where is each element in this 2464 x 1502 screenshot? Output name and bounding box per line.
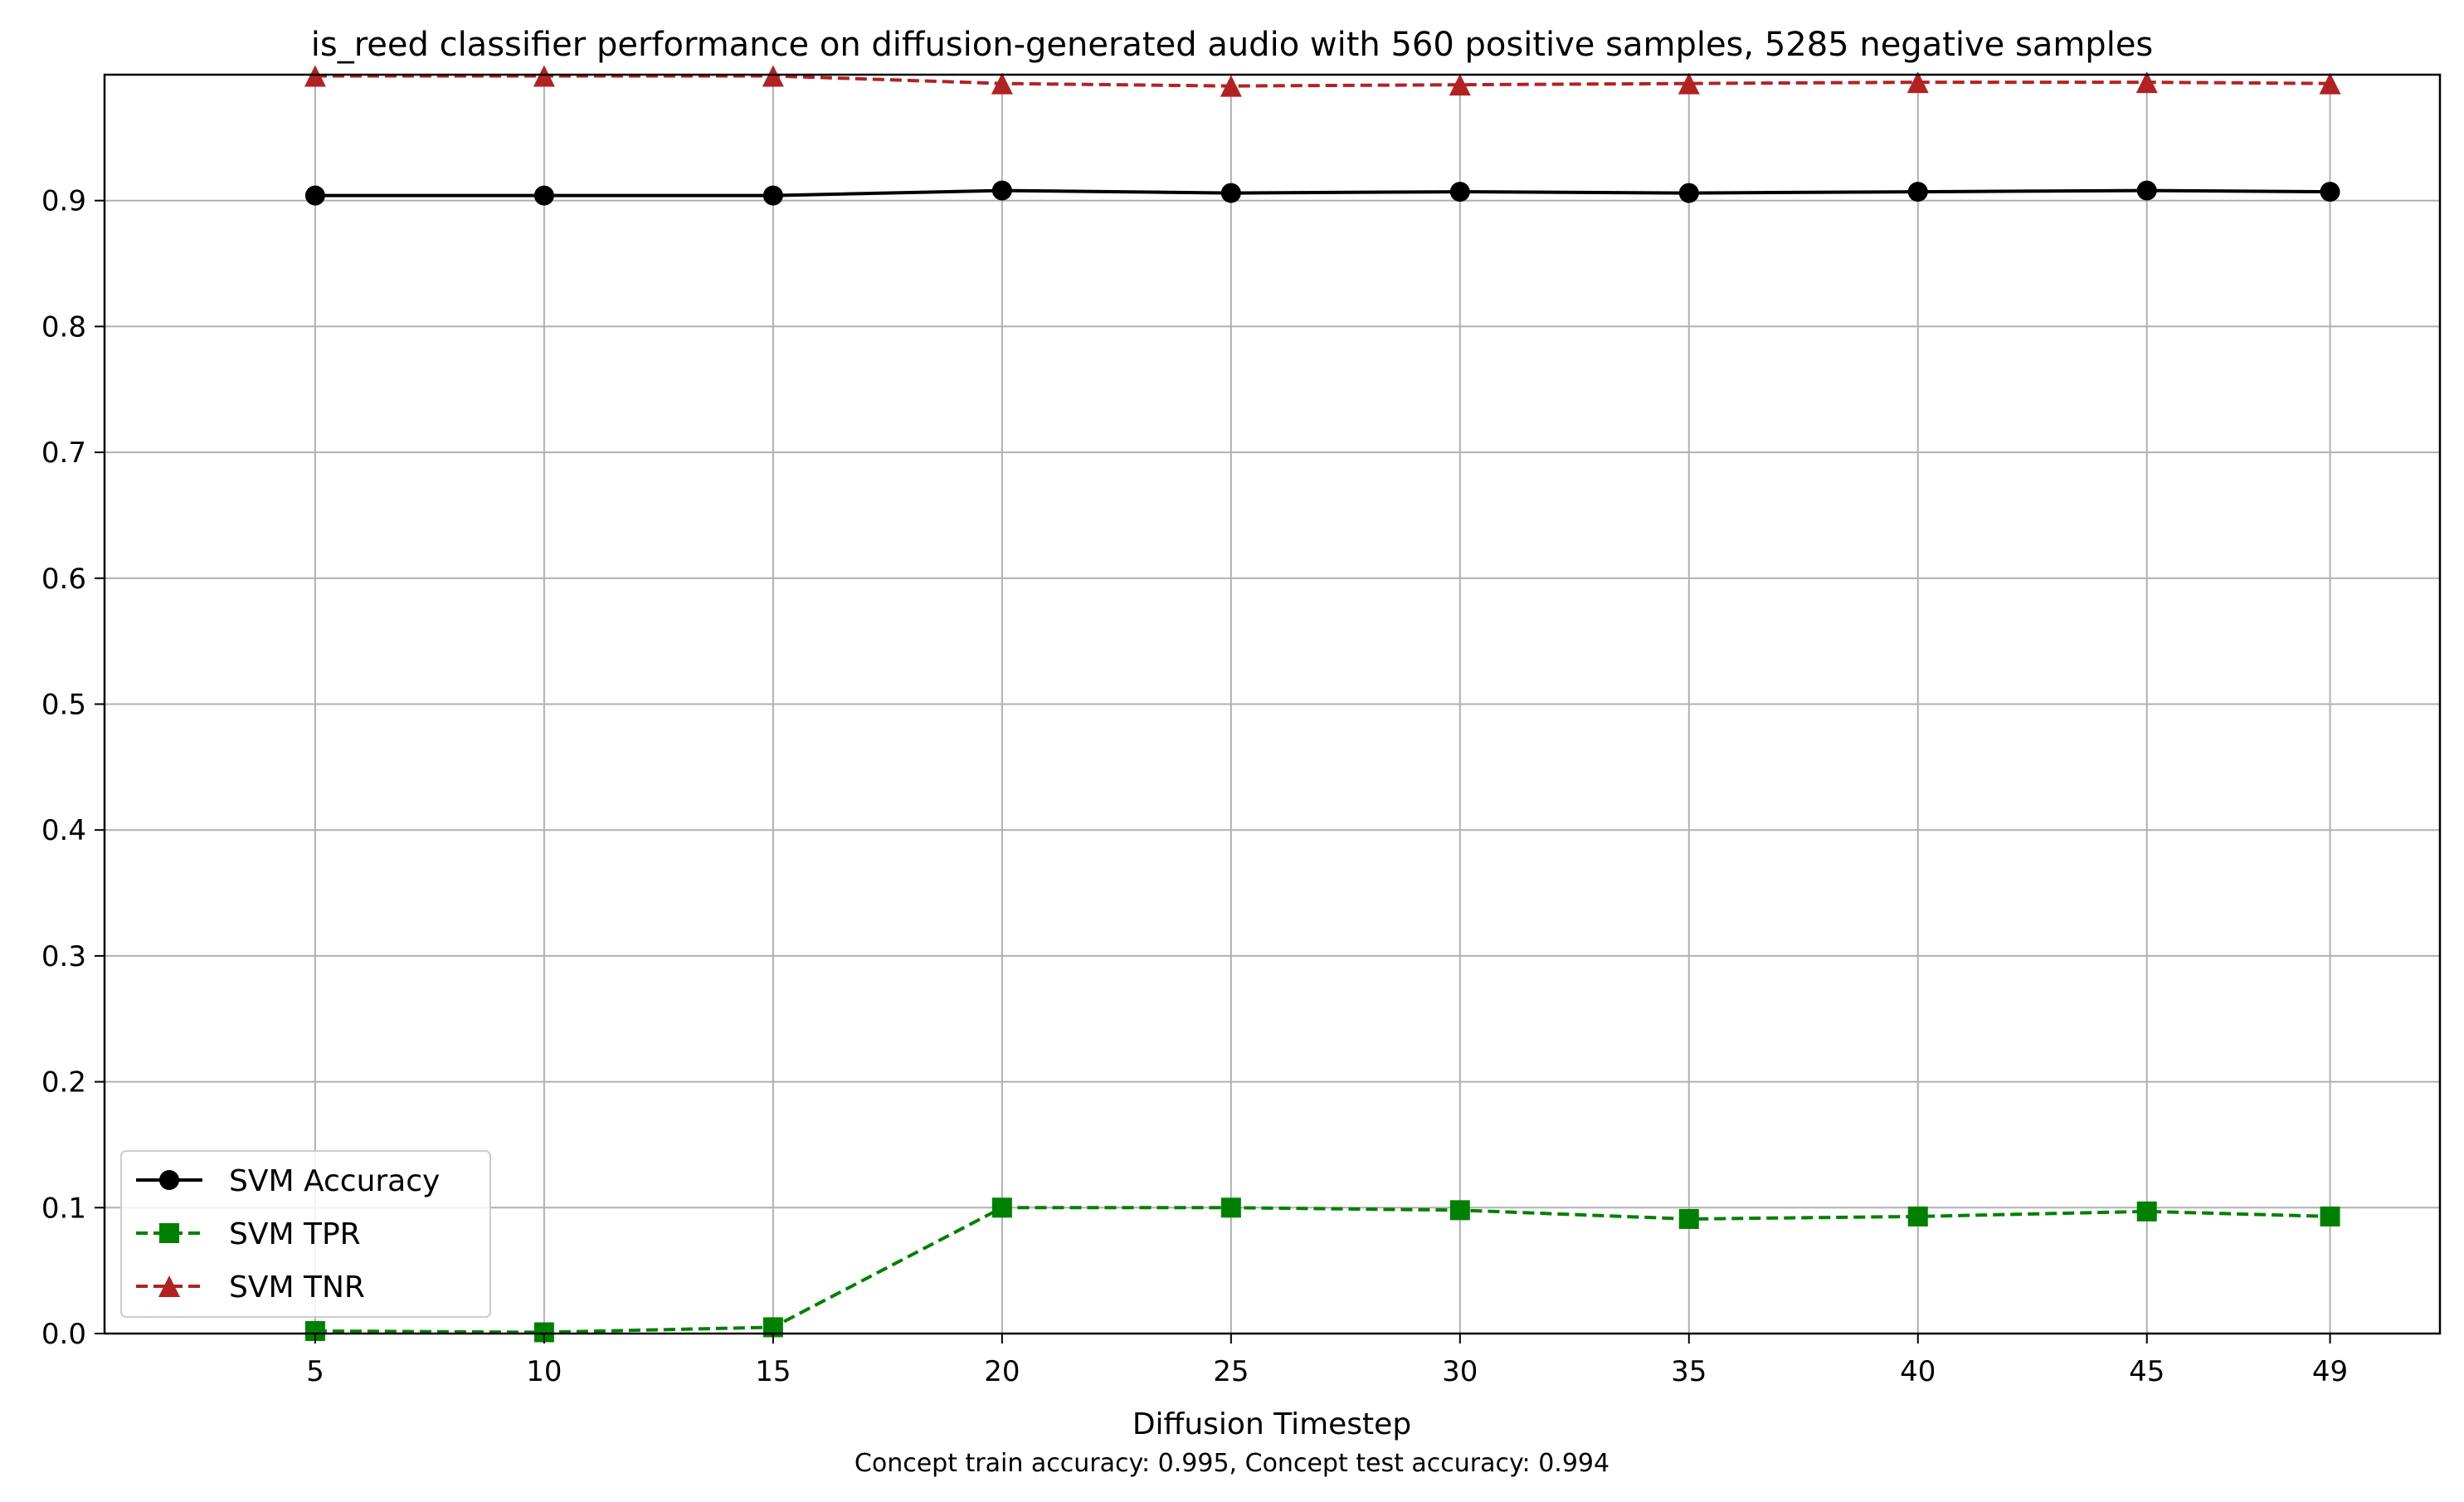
legend-label: SVM Accuracy	[229, 1164, 440, 1198]
data-point	[1220, 1197, 1241, 1218]
series-line	[314, 1206, 2330, 1334]
legend-item: SVM Accuracy	[136, 1164, 440, 1198]
x-tick-label: 49	[2312, 1355, 2348, 1388]
data-point	[1220, 75, 1242, 97]
data-point	[304, 65, 326, 87]
data-point	[533, 185, 554, 206]
data-point	[991, 72, 1013, 95]
x-tick-label: 20	[984, 1355, 1020, 1388]
legend-label: SVM TNR	[229, 1270, 365, 1304]
data-point	[533, 65, 555, 87]
data-point	[1678, 183, 1699, 203]
y-tick-label: 0.8	[41, 310, 86, 344]
chart-caption: Concept train accuracy: 0.995, Concept t…	[855, 1449, 1609, 1478]
chart-title: is_reed classifier performance on diffus…	[311, 26, 2154, 64]
data-point	[1449, 182, 1470, 202]
series-svm-tnr	[304, 65, 2341, 97]
x-tick-label: 40	[1900, 1355, 1936, 1388]
series-svm-tpr	[304, 1197, 2340, 1343]
legend-label: SVM TPR	[229, 1217, 361, 1251]
data-point	[2136, 180, 2157, 201]
data-point	[1449, 74, 1471, 96]
data-point	[2136, 1201, 2157, 1222]
legend-marker	[159, 1170, 179, 1190]
legend-item: SVM TPR	[136, 1217, 361, 1251]
data-point	[991, 1197, 1012, 1218]
x-tick-label: 35	[1671, 1355, 1707, 1388]
legend-item: SVM TNR	[136, 1270, 365, 1304]
data-point	[2320, 182, 2340, 202]
y-tick-label: 0.7	[41, 436, 86, 470]
y-tick-label: 0.5	[41, 689, 86, 722]
y-tick-label: 0.9	[41, 185, 86, 218]
data-point	[1449, 1200, 1470, 1221]
data-point	[762, 65, 784, 87]
x-axis: 5 10 15 20 25 30 35 40 45 49	[306, 1334, 2348, 1388]
grid	[105, 75, 2440, 1334]
data-point	[2320, 1206, 2340, 1226]
y-axis: 0.0 0.1 0.2 0.3 0.4 0.5 0.6 0.7 0.8 0.9	[41, 185, 105, 1351]
x-tick-label: 10	[526, 1355, 562, 1388]
data-point	[762, 185, 783, 206]
legend: SVM Accuracy SVM TPR SVM TNR	[120, 1150, 491, 1318]
data-point	[1220, 183, 1241, 203]
legend-box	[120, 1150, 491, 1318]
data-point	[1678, 72, 1700, 95]
y-tick-label: 0.0	[41, 1318, 86, 1351]
x-tick-label: 5	[306, 1355, 324, 1388]
data-point	[2319, 72, 2341, 95]
series-line	[314, 74, 2330, 88]
data-point	[991, 180, 1012, 201]
legend-marker	[159, 1223, 179, 1243]
legend-marker	[158, 1275, 180, 1297]
data-point	[1678, 1208, 1699, 1229]
data-point	[1907, 1206, 1928, 1226]
x-tick-label: 45	[2129, 1355, 2165, 1388]
x-axis-label: Diffusion Timestep	[1132, 1407, 1411, 1441]
x-tick-label: 15	[755, 1355, 791, 1388]
y-tick-label: 0.1	[41, 1192, 86, 1225]
data-point	[2135, 71, 2158, 94]
series-line	[314, 188, 2330, 198]
data-point	[304, 185, 325, 206]
y-tick-label: 0.2	[41, 1066, 86, 1100]
y-tick-label: 0.4	[41, 814, 86, 847]
series-layer	[304, 65, 2341, 1343]
data-point	[1906, 71, 1929, 94]
y-tick-label: 0.6	[41, 563, 86, 596]
series-svm-accuracy	[304, 180, 2340, 206]
x-tick-label: 25	[1213, 1355, 1249, 1388]
y-tick-label: 0.3	[41, 940, 86, 973]
data-point	[1907, 182, 1928, 202]
x-tick-label: 30	[1442, 1355, 1478, 1388]
